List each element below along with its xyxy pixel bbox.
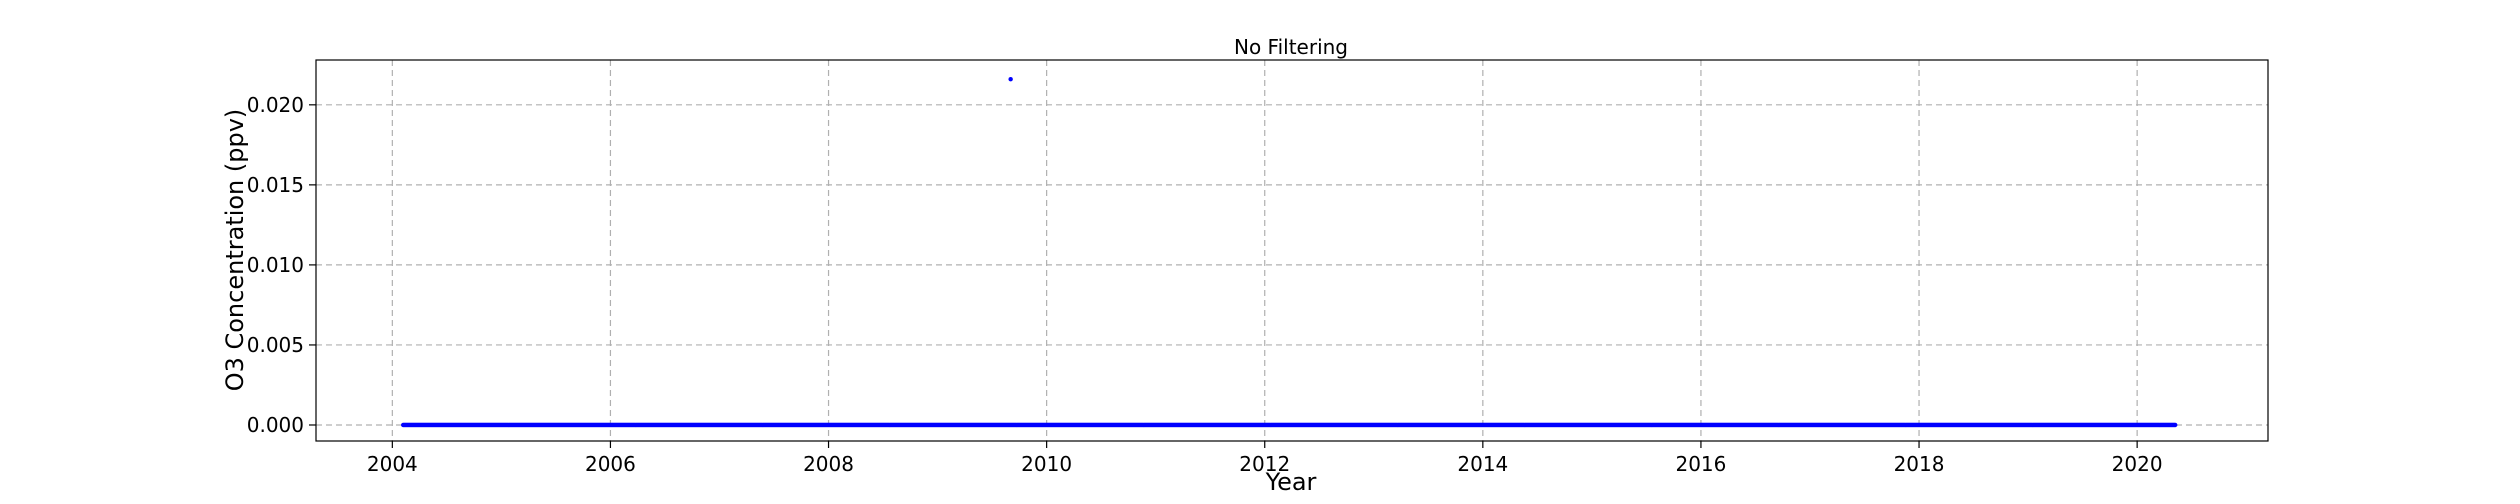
x-tick-label: 2020 [2112, 452, 2163, 476]
grid [316, 60, 2268, 441]
chart-title: No Filtering [1234, 35, 1348, 59]
x-tick-label: 2014 [1457, 452, 1508, 476]
y-axis: 0.000 0.005 0.010 0.015 0.020 [247, 93, 316, 437]
outlier-point [1008, 77, 1013, 82]
x-tick-label: 2018 [1894, 452, 1945, 476]
x-axis-title: Year [1265, 468, 1317, 496]
x-tick-label: 2006 [585, 452, 636, 476]
data-series [401, 77, 2178, 428]
plot-frame [315, 59, 2269, 442]
x-tick-label: 2012 [1239, 452, 1290, 476]
x-tick-label: 2004 [367, 452, 418, 476]
y-tick-label: 0.005 [247, 333, 304, 357]
x-tick-label: 2008 [803, 452, 854, 476]
x-axis: 2004 2006 2008 2010 2012 2014 2016 2018 2020 [367, 441, 2163, 476]
data-point [2173, 422, 2178, 428]
y-tick-label: 0.000 [247, 413, 304, 437]
y-axis-title: O3 Concentration (ppv) [221, 109, 249, 392]
y-tick-label: 0.010 [247, 253, 304, 277]
y-tick-label: 0.020 [247, 93, 304, 117]
x-tick-label: 2010 [1021, 452, 1072, 476]
y-tick-label: 0.015 [247, 173, 304, 197]
x-tick-label: 2016 [1675, 452, 1726, 476]
